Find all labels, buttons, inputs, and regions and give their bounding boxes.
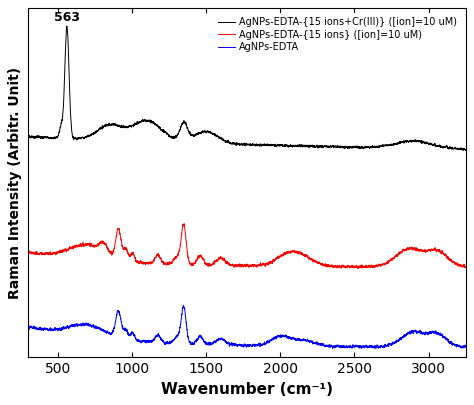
Y-axis label: Raman Intensity (Arbitr. Unit): Raman Intensity (Arbitr. Unit) — [9, 67, 22, 299]
AgNPs-EDTA — [303, 338, 309, 343]
Line: AgNPs-EDTA-{15 ions+Cr(III)} ([ion]=10 uM): AgNPs-EDTA-{15 ions+Cr(III)} ([ion]=10 u… — [28, 26, 465, 151]
Legend: AgNPs-EDTA-{15 ions+Cr(III)} ([ion]=10 uM), AgNPs-EDTA-{15 ions} ([ion]=10 uM), : AgNPs-EDTA-{15 ions+Cr(III)} ([ion]=10 u… — [214, 13, 461, 56]
AgNPs-EDTA — [47, 327, 53, 332]
AgNPs-EDTA — [284, 335, 290, 340]
AgNPs-EDTA-{15 ions} ([ion]=10 uM) — [373, 264, 379, 269]
Text: 563: 563 — [54, 11, 80, 23]
AgNPs-EDTA-{15 ions+Cr(III)} ([ion]=10 uM) — [47, 135, 53, 140]
AgNPs-EDTA-{15 ions+Cr(III)} ([ion]=10 uM) — [64, 23, 70, 28]
AgNPs-EDTA — [181, 303, 186, 308]
AgNPs-EDTA-{15 ions} ([ion]=10 uM) — [183, 241, 189, 246]
AgNPs-EDTA-{15 ions} ([ion]=10 uM) — [47, 252, 53, 257]
AgNPs-EDTA — [373, 345, 379, 350]
AgNPs-EDTA — [350, 343, 356, 348]
AgNPs-EDTA-{15 ions+Cr(III)} ([ion]=10 uM) — [183, 122, 189, 127]
AgNPs-EDTA-{15 ions} ([ion]=10 uM) — [284, 249, 290, 254]
AgNPs-EDTA-{15 ions+Cr(III)} ([ion]=10 uM) — [25, 136, 31, 141]
AgNPs-EDTA-{15 ions} ([ion]=10 uM) — [350, 265, 356, 270]
AgNPs-EDTA-{15 ions+Cr(III)} ([ion]=10 uM) — [373, 145, 379, 150]
AgNPs-EDTA-{15 ions} ([ion]=10 uM) — [181, 221, 187, 226]
AgNPs-EDTA-{15 ions+Cr(III)} ([ion]=10 uM) — [284, 143, 290, 147]
Line: AgNPs-EDTA-{15 ions} ([ion]=10 uM): AgNPs-EDTA-{15 ions} ([ion]=10 uM) — [28, 224, 465, 269]
AgNPs-EDTA-{15 ions+Cr(III)} ([ion]=10 uM) — [303, 144, 309, 149]
AgNPs-EDTA-{15 ions+Cr(III)} ([ion]=10 uM) — [350, 146, 356, 151]
Line: AgNPs-EDTA: AgNPs-EDTA — [28, 306, 465, 348]
AgNPs-EDTA-{15 ions+Cr(III)} ([ion]=10 uM) — [463, 147, 468, 152]
AgNPs-EDTA-{15 ions} ([ion]=10 uM) — [25, 247, 31, 252]
AgNPs-EDTA — [183, 322, 189, 327]
AgNPs-EDTA-{15 ions+Cr(III)} ([ion]=10 uM) — [460, 148, 466, 153]
AgNPs-EDTA-{15 ions} ([ion]=10 uM) — [303, 253, 309, 258]
AgNPs-EDTA-{15 ions} ([ion]=10 uM) — [356, 266, 361, 271]
AgNPs-EDTA — [25, 324, 31, 329]
X-axis label: Wavenumber (cm⁻¹): Wavenumber (cm⁻¹) — [161, 382, 333, 396]
AgNPs-EDTA — [463, 345, 468, 350]
AgNPs-EDTA-{15 ions} ([ion]=10 uM) — [463, 264, 468, 269]
AgNPs-EDTA — [349, 346, 355, 351]
